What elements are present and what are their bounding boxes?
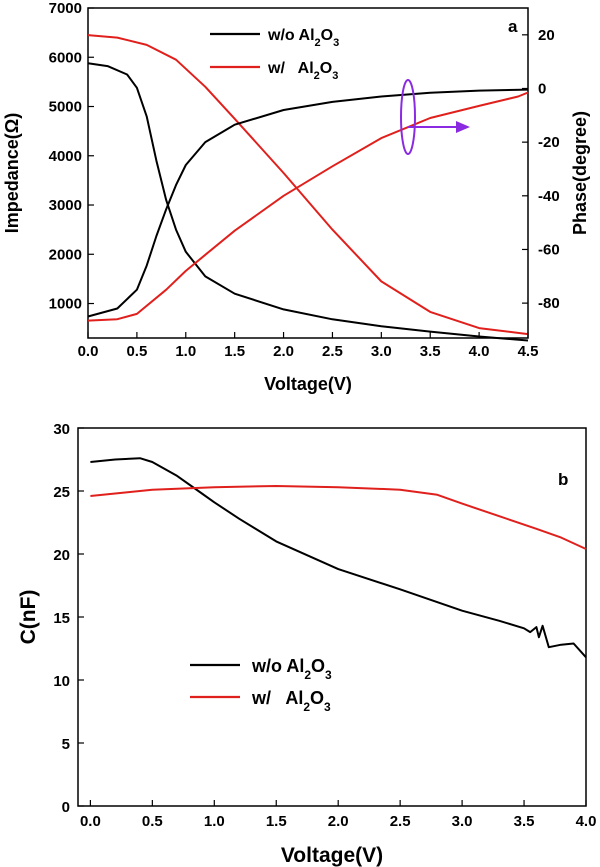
panel-a-y-tick-label: 7000 (49, 0, 82, 17)
panel-a-letter: a (508, 17, 518, 36)
panel-a-x-tick-label: 0.5 (126, 343, 147, 360)
panel-b-series-group (90, 457, 587, 658)
panel-a-right-y-axis-label: Phase(degree) (570, 111, 590, 235)
panel-b-legend: w/o Al2O3 w/ Al2O3 (190, 656, 332, 714)
panel-b-x-tick-label: 0.5 (142, 813, 163, 830)
panel-a-x-tick-label: 0.0 (78, 343, 99, 360)
panel-b-x-tick-label: 3.0 (452, 813, 473, 830)
panel-b-series-line-0 (90, 457, 587, 658)
panel-b-y-axis-label: C(nF) (17, 590, 40, 645)
panel-b-y-ticks: 0 5 10 15 20 25 30 (53, 421, 84, 816)
panel-b-y-tick-label: 20 (53, 547, 70, 564)
panel-a-y-tick-label: 5000 (49, 99, 82, 116)
panel-a-series-line-3 (87, 91, 529, 322)
panel-a-x-axis-label: Voltage(V) (264, 374, 352, 394)
panel-b-series-line-1 (90, 485, 587, 550)
panel-a-y-tick-label: 4000 (49, 148, 82, 165)
phase-axis-indicator (400, 79, 470, 155)
panel-a-right-y-tick-label: -40 (538, 188, 560, 205)
panel-a-x-tick-label: 3.0 (371, 343, 392, 360)
panel-a-series-line-1 (87, 34, 529, 336)
panel-a-chart: 0.0 0.5 1.0 1.5 2.0 2.5 3.0 3.5 4.0 4.5 1000 2000 3… (2, 0, 590, 394)
panel-b-x-tick-label: 2.5 (390, 813, 411, 830)
panel-b-plot-frame (77, 427, 587, 807)
panel-a-plot-frame (87, 7, 529, 339)
panel-b-y-tick-label: 15 (53, 610, 70, 627)
panel-a-y-tick-label: 1000 (49, 296, 82, 313)
panel-a-right-y-tick-label: 0 (538, 80, 546, 97)
indicator-arrow-head (456, 121, 470, 133)
panel-a-y-axis-label: Impedance(Ω) (2, 113, 22, 233)
legend-a-label-without: w/o Al2O3 (267, 27, 339, 49)
panel-a-right-y-tick-label: -60 (538, 241, 560, 258)
legend-b-label-with: w/ Al2O3 (251, 688, 331, 714)
panel-a-x-tick-label: 2.5 (322, 343, 343, 360)
panel-a-x-ticks: 0.0 0.5 1.0 1.5 2.0 2.5 3.0 3.5 4.0 4.5 (78, 332, 539, 360)
panel-b-x-ticks: 0.0 0.5 1.0 1.5 2.0 2.5 3.0 3.5 4.0 (80, 800, 596, 830)
legend-b-label-without: w/o Al2O3 (251, 656, 332, 682)
panel-b-x-tick-label: 4.0 (576, 813, 597, 830)
panel-b-x-tick-label: 2.0 (328, 813, 349, 830)
indicator-ellipse (400, 79, 416, 155)
panel-b-x-axis-label: Voltage(V) (281, 844, 383, 867)
panel-a-right-y-ticks: 20 0 -20 -40 -60 -80 (522, 27, 560, 312)
panel-a-x-tick-label: 1.0 (175, 343, 196, 360)
panel-b-x-tick-label: 3.5 (514, 813, 535, 830)
panel-b-letter: b (558, 470, 568, 489)
panel-a-y-tick-label: 3000 (49, 197, 82, 214)
panel-b-x-tick-label: 1.5 (266, 813, 287, 830)
panel-a-series-group (87, 34, 529, 342)
panel-b-x-tick-label: 1.0 (204, 813, 225, 830)
panel-b-y-tick-label: 5 (62, 736, 70, 753)
panel-a-x-tick-label: 4.0 (469, 343, 490, 360)
panel-a-x-tick-label: 2.0 (273, 343, 294, 360)
legend-a-label-with: w/ Al2O3 (267, 60, 338, 82)
panel-b-y-tick-label: 25 (53, 484, 70, 501)
panel-a-x-tick-label: 3.5 (420, 343, 441, 360)
panel-a-right-y-tick-label: -20 (538, 134, 560, 151)
panel-b-chart: 0.0 0.5 1.0 1.5 2.0 2.5 3.0 3.5 4.0 0 5 10 15 20 25 30… (17, 421, 596, 867)
panel-b-x-tick-label: 0.0 (80, 813, 101, 830)
panel-a-right-y-tick-label: 20 (538, 27, 555, 44)
panel-b-y-tick-label: 10 (53, 673, 70, 690)
panel-b-y-tick-label: 0 (62, 799, 70, 816)
panel-a-x-tick-label: 4.5 (518, 343, 539, 360)
panel-a-y-tick-label: 2000 (49, 246, 82, 263)
panel-a-y-tick-label: 6000 (49, 49, 82, 66)
panel-a-x-tick-label: 1.5 (224, 343, 245, 360)
panel-a-y-ticks: 1000 2000 3000 4000 5000 6000 7000 (49, 0, 94, 313)
panel-a-series-line-2 (87, 88, 529, 318)
panel-a-series-line-0 (87, 62, 529, 342)
panel-a-legend: w/o Al2O3 w/ Al2O3 (210, 27, 339, 82)
panel-b-y-tick-label: 30 (53, 421, 70, 438)
panel-a-right-y-tick-label: -80 (538, 295, 560, 312)
